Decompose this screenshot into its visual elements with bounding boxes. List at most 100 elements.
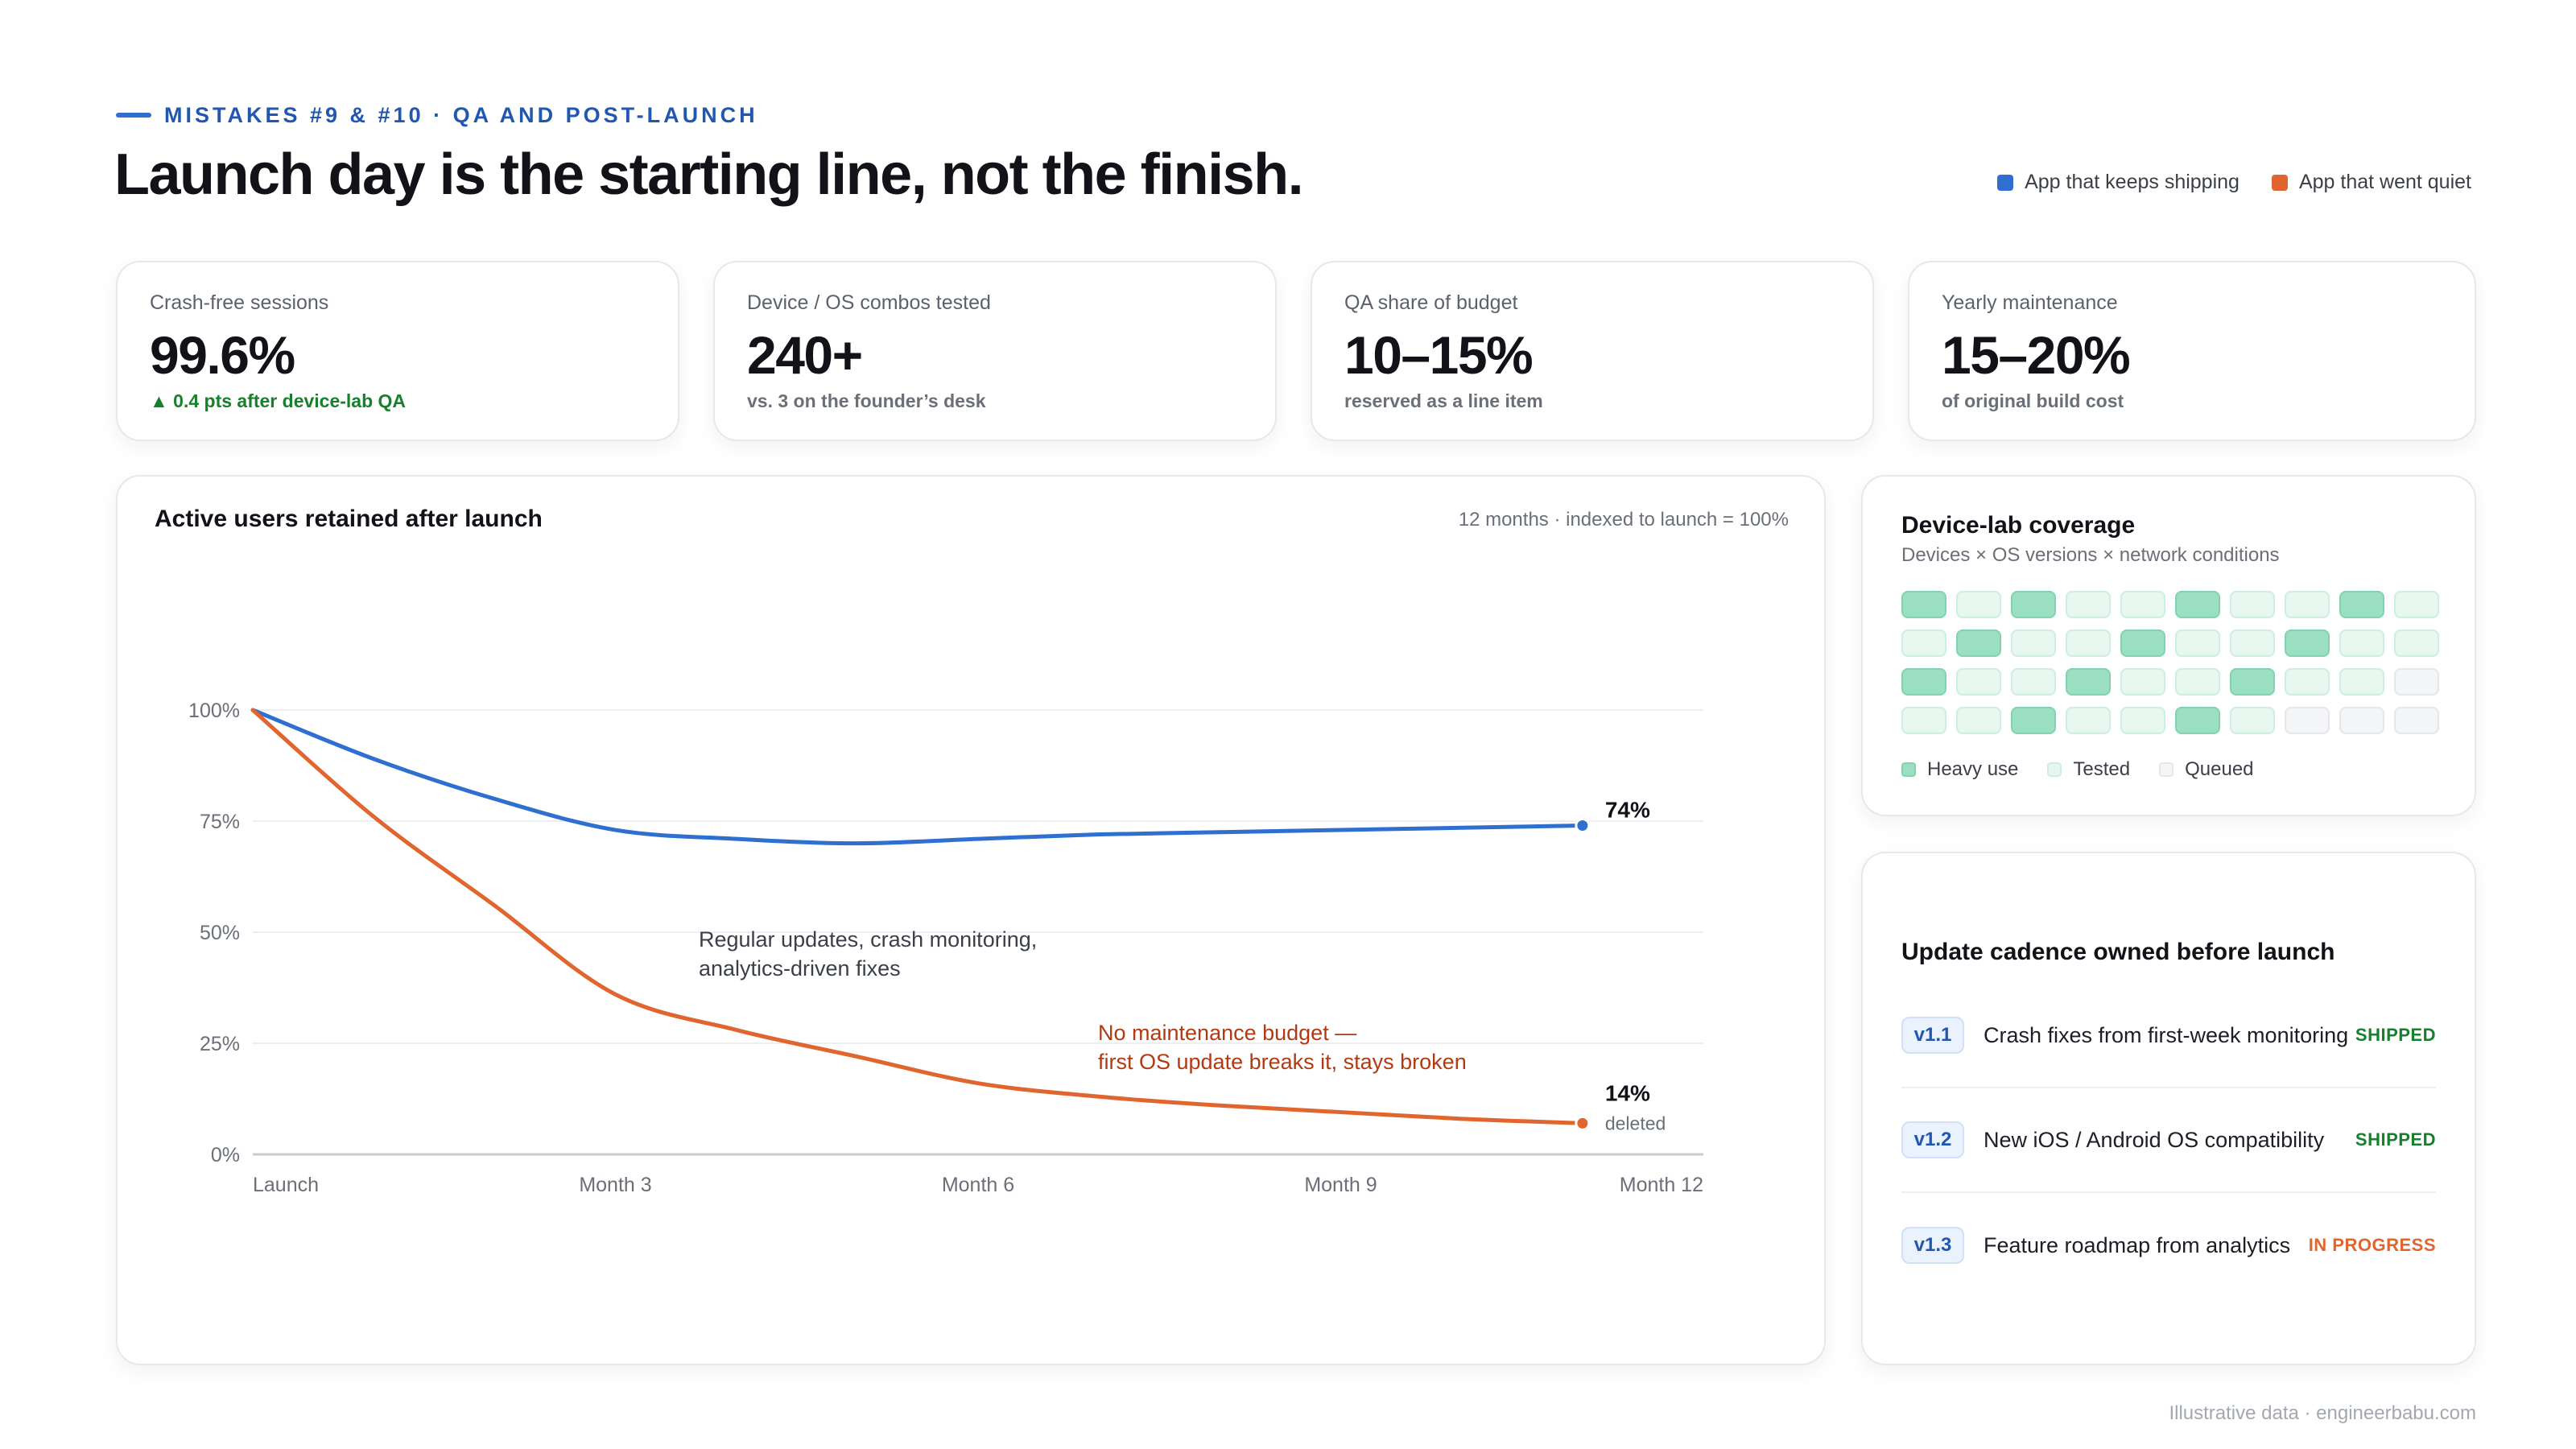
device-cell-heavy [2285,630,2330,657]
x-tick-label: Month 6 [942,1174,1014,1196]
cadence-title: Update cadence owned before launch [1901,939,2335,965]
device-cell-tested [1901,707,1946,734]
device-legend-heavy: Heavy use [1901,758,2018,781]
kpi-value: 99.6% [150,325,295,385]
footer-credit: Illustrative data · engineerbabu.com [2169,1402,2476,1424]
kpi-card-crash-free: Crash-free sessions 99.6% ▲ 0.4 pts afte… [116,261,679,441]
y-tick-label: 75% [200,811,240,833]
device-cell-tested [2120,707,2165,734]
device-cell-tested [2011,630,2056,657]
retention-chart: 0% 25% 50% 75% 100% Launch Month 3 Month 6 Month… [188,700,1703,1196]
device-legend-label: Tested [2073,758,2131,780]
device-cell-tested [2175,630,2220,657]
device-legend-tested: Tested [2047,758,2130,781]
y-tick-label: 0% [211,1144,240,1166]
device-cell-tested [2066,707,2111,734]
legend-item-quiet: App that went quiet [2271,171,2471,194]
y-tick-label: 25% [200,1033,240,1055]
legend-swatch-shipping [1997,174,2014,191]
x-tick-label: Month 3 [579,1174,651,1196]
device-cell-tested [2394,591,2439,618]
kpi-sub: ▲ 0.4 pts after device-lab QA [150,390,407,411]
device-cell-tested [2011,668,2056,696]
legend-label-quiet: App that went quiet [2298,171,2471,193]
device-lab-legend: Heavy use Tested Queued [1901,758,2436,781]
device-cell-tested [2230,707,2275,734]
chart-subtitle: 12 months · indexed to launch = 100% [1458,509,1789,530]
legend-swatch-quiet [2271,174,2288,191]
x-tick-label: Month 12 [1620,1174,1703,1196]
device-cell-tested [2120,591,2165,618]
kpi-label: Yearly maintenance [1942,291,2118,314]
device-cell-heavy [1901,591,1946,618]
series-line-0 [250,708,1585,846]
update-cadence-card: Update cadence owned before launch v1.1 … [1861,852,2476,1365]
device-cell-tested [1901,630,1946,657]
eyebrow-accent-line [116,113,151,118]
device-cell-heavy [2066,668,2111,696]
device-cell-tested [2339,668,2384,696]
series-end-note: deleted [1605,1113,1666,1133]
legend-label-shipping: App that keeps shipping [2025,171,2240,193]
device-cell-heavy [1956,630,2001,657]
kpi-card-maintenance: Yearly maintenance 15–20% of original bu… [1908,261,2476,441]
device-cell-queued [2394,668,2439,696]
kpi-sub: of original build cost [1942,390,2124,411]
status-badge: SHIPPED [2355,1129,2436,1150]
device-cell-queued [2285,707,2330,734]
device-cell-tested [2230,591,2275,618]
device-cell-tested [2066,630,2111,657]
cadence-item-text: Crash fixes from first-week monitoring [1984,1023,2349,1047]
device-cell-heavy [1901,668,1946,696]
series-line-1 [250,708,1585,1125]
version-badge: v1.2 [1901,1121,1964,1158]
retention-chart-card: Active users retained after launch 12 mo… [116,475,1826,1365]
chart-annotation: No maintenance budget — [1098,1021,1356,1045]
kpi-sub: reserved as a line item [1344,390,1543,411]
cadence-item-text: Feature roadmap from analytics [1984,1233,2291,1257]
kpi-sub: vs. 3 on the founder’s desk [747,390,986,411]
queued-swatch [2159,762,2174,777]
device-legend-label: Queued [2185,758,2254,780]
device-cell-queued [2339,707,2384,734]
eyebrow: MISTAKES #9 & #10 · QA AND POST-LAUNCH [116,101,758,129]
device-cell-tested [2339,630,2384,657]
device-cell-tested [2230,630,2275,657]
chart-annotation: analytics-driven fixes [699,956,901,980]
device-cell-tested [2120,668,2165,696]
tested-swatch [2047,762,2062,777]
chart-annotation: first OS update breaks it, stays broken [1098,1050,1467,1074]
version-badge: v1.3 [1901,1227,1964,1264]
kpi-card-qa-budget: QA share of budget 10–15% reserved as a … [1311,261,1874,441]
y-tick-label: 50% [200,922,240,944]
series-end-point-1 [1575,1115,1591,1131]
x-tick-label: Month 9 [1304,1174,1377,1196]
device-cell-tested [1956,668,2001,696]
device-cell-tested [2175,668,2220,696]
device-lab-title: Device-lab coverage [1901,512,2136,539]
device-cell-heavy [2230,668,2275,696]
chart-annotation: Regular updates, crash monitoring, [699,927,1037,952]
device-cell-heavy [2011,707,2056,734]
device-cell-heavy [2339,591,2384,618]
device-cell-tested [2066,591,2111,618]
heavy-swatch [1901,762,1916,777]
device-legend-queued: Queued [2159,758,2254,781]
x-tick-label: Launch [253,1174,319,1196]
device-legend-label: Heavy use [1927,758,2019,780]
device-cell-tested [1956,707,2001,734]
chart-title: Active users retained after launch [155,506,543,532]
eyebrow-text: MISTAKES #9 & #10 · QA AND POST-LAUNCH [164,102,758,127]
legend-item-shipping: App that keeps shipping [1997,171,2240,194]
device-cell-heavy [2011,591,2056,618]
device-lab-subtitle: Devices × OS versions × network conditio… [1901,544,2280,566]
device-cell-tested [2394,630,2439,657]
device-cell-tested [2285,668,2330,696]
device-cell-heavy [2175,707,2220,734]
cadence-row: v1.1 Crash fixes from first-week monitor… [1901,984,2436,1088]
kpi-value: 240+ [747,325,863,385]
kpi-value: 10–15% [1344,325,1534,385]
kpi-label: QA share of budget [1344,291,1518,314]
cadence-row: v1.3 Feature roadmap from analytics IN P… [1901,1193,2436,1298]
series-end-point-0 [1575,818,1591,834]
